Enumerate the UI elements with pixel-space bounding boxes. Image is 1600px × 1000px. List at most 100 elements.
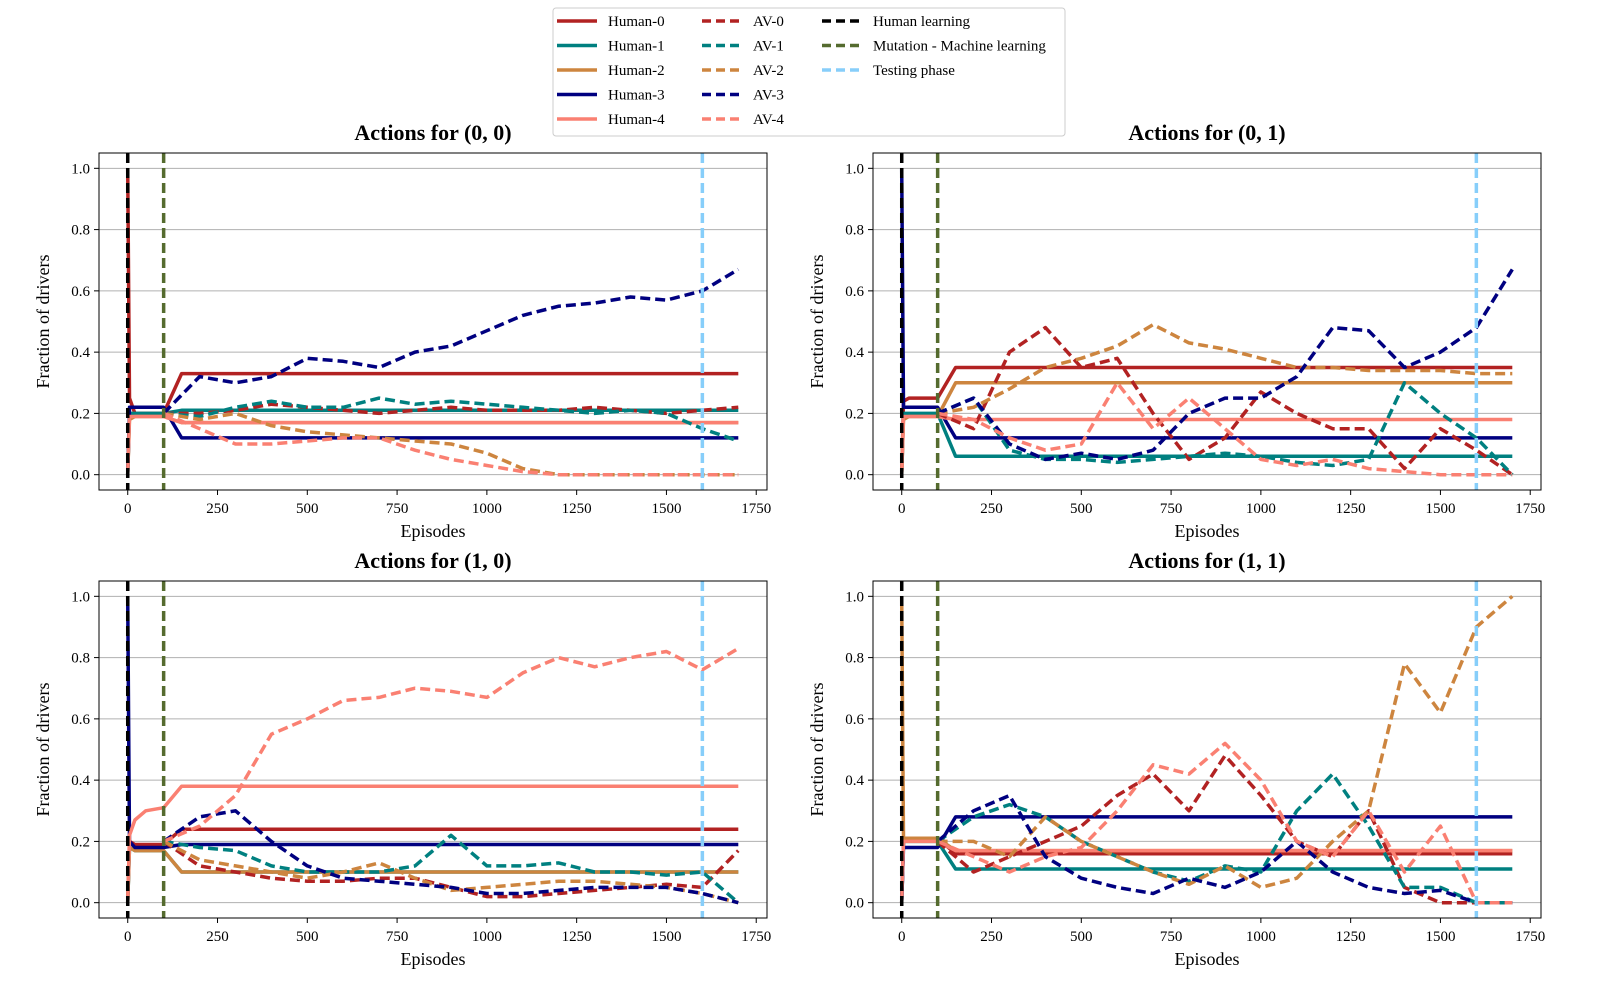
axes-frame — [872, 152, 1542, 491]
y-tick-label: 0.6 — [845, 712, 864, 728]
y-axis-label: Fraction of drivers — [33, 255, 53, 389]
series-line-av-3 — [162, 267, 740, 415]
legend-item: Human-2 — [557, 63, 665, 79]
x-tick-label: 1250 — [562, 501, 592, 517]
chart-title: Actions for (1, 0) — [354, 548, 511, 573]
y-axis-label: Fraction of drivers — [33, 683, 53, 817]
legend-item: Human-3 — [557, 88, 665, 104]
y-tick-label: 0.6 — [71, 712, 90, 728]
y-tick-label: 0.6 — [71, 284, 90, 300]
y-tick-label: 0.0 — [845, 468, 864, 484]
series-line-human-2 — [899, 596, 1513, 853]
legend-item: Human-0 — [557, 14, 665, 30]
series-line-av-3 — [936, 268, 1514, 462]
y-tick-label: 1.0 — [845, 161, 864, 177]
legend-label: Testing phase — [873, 63, 955, 79]
x-tick-label: 1000 — [472, 929, 502, 945]
y-tick-label: 0.4 — [845, 773, 864, 789]
y-tick-label: 0.0 — [71, 468, 90, 484]
x-axis-label: Episodes — [401, 521, 466, 541]
plot-area — [899, 581, 1514, 918]
chart-title: Actions for (0, 0) — [354, 120, 511, 145]
chart-panel: 0 250 500 750 1000 1250 1500 1750 0.0 0.2 0.4 0.6 0.… — [33, 548, 771, 969]
x-tick-label: 250 — [206, 501, 229, 517]
legend-frame — [552, 7, 1066, 137]
y-axis-label: Fraction of drivers — [807, 255, 827, 389]
legend-label: Human-3 — [608, 88, 665, 104]
x-tick-label: 1000 — [1246, 929, 1276, 945]
x-tick-label: 500 — [1070, 501, 1093, 517]
x-tick-label: 1000 — [472, 501, 502, 517]
legend-label: AV-0 — [753, 14, 784, 30]
chart-panel: 0 250 500 750 1000 1250 1500 1750 0.0 0.2 0.4 0.6 0.… — [807, 548, 1545, 969]
series-line-human-4 — [899, 414, 1513, 475]
plot-area — [125, 153, 740, 490]
y-tick-label: 0.2 — [845, 406, 864, 422]
legend-item: AV-1 — [702, 39, 784, 55]
x-tick-label: 250 — [980, 501, 1003, 517]
legend-item: Mutation - Machine learning — [822, 39, 1046, 55]
legend-label: AV-3 — [753, 88, 784, 104]
plot-area — [899, 153, 1514, 490]
x-tick-label: 750 — [1160, 501, 1183, 517]
y-tick-label: 0.4 — [71, 773, 90, 789]
series-line-human-4 — [125, 784, 739, 903]
legend-item: Human-4 — [557, 112, 665, 128]
legend: Human-0 Human-1 Human-2 Human-3 Human-4 AV-0 A… — [552, 7, 1066, 137]
x-tick-label: 1250 — [1336, 929, 1366, 945]
legend-label: Human-0 — [608, 14, 665, 30]
y-tick-label: 0.8 — [845, 651, 864, 667]
x-tick-label: 500 — [296, 929, 319, 945]
series-line-av-2 — [937, 594, 1514, 890]
series-line-av-3 — [162, 809, 739, 905]
legend-label: Human-4 — [608, 112, 665, 128]
legend-item: Human-1 — [557, 39, 665, 55]
x-tick-label: 1500 — [1425, 501, 1455, 517]
y-tick-label: 0.2 — [845, 834, 864, 850]
series-line-av-0 — [936, 753, 1513, 905]
y-tick-label: 0.4 — [845, 345, 864, 361]
x-tick-label: 1250 — [562, 929, 592, 945]
legend-item: AV-2 — [702, 63, 784, 79]
plot-area — [125, 581, 740, 918]
x-tick-label: 750 — [386, 929, 409, 945]
legend-label: AV-1 — [753, 39, 784, 55]
series-line-av-3 — [936, 793, 1513, 905]
series-line-human-4 — [125, 414, 739, 475]
chart-panel: 0 250 500 750 1000 1250 1500 1750 0.0 0.2 0.4 0.6 0.… — [33, 120, 771, 541]
chart-panels: 0 250 500 750 1000 1250 1500 1750 0.0 0.2 0.4 0.6 0.… — [33, 120, 1545, 969]
x-tick-label: 0 — [124, 929, 132, 945]
chart-title: Actions for (1, 1) — [1128, 548, 1285, 573]
x-tick-label: 1750 — [1515, 929, 1545, 945]
legend-label: Human-1 — [608, 39, 665, 55]
series-line-human-1 — [899, 411, 1513, 475]
series-line-human-0 — [125, 827, 739, 903]
x-tick-label: 1750 — [1515, 501, 1545, 517]
y-tick-label: 0.2 — [71, 406, 90, 422]
chart-panel: 0 250 500 750 1000 1250 1500 1750 0.0 0.2 0.4 0.6 0.… — [807, 120, 1545, 541]
y-tick-label: 1.0 — [71, 161, 90, 177]
series-line-av-1 — [936, 772, 1513, 905]
x-tick-label: 1750 — [741, 929, 771, 945]
legend-label: AV-4 — [753, 112, 784, 128]
x-tick-label: 0 — [898, 501, 906, 517]
legend-label: Human learning — [873, 14, 971, 30]
legend-item: AV-0 — [702, 14, 784, 30]
x-tick-label: 1000 — [1246, 501, 1276, 517]
y-tick-label: 0.8 — [845, 223, 864, 239]
y-tick-label: 0.6 — [845, 284, 864, 300]
y-tick-label: 0.4 — [71, 345, 90, 361]
x-tick-label: 750 — [1160, 929, 1183, 945]
y-tick-label: 1.0 — [845, 589, 864, 605]
x-tick-label: 1500 — [651, 929, 681, 945]
x-axis-label: Episodes — [1175, 949, 1240, 969]
legend-label: Human-2 — [608, 63, 665, 79]
series-line-av-4 — [162, 411, 739, 477]
legend-item: Testing phase — [822, 63, 955, 79]
legend-label: AV-2 — [753, 63, 784, 79]
x-tick-label: 1750 — [741, 501, 771, 517]
axes-frame — [98, 152, 768, 491]
x-tick-label: 0 — [898, 929, 906, 945]
series-line-av-2 — [162, 839, 739, 905]
x-tick-label: 500 — [1070, 929, 1093, 945]
